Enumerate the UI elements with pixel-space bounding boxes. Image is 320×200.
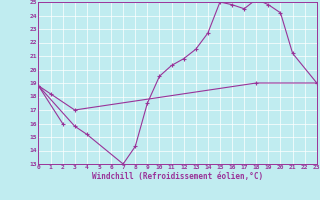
X-axis label: Windchill (Refroidissement éolien,°C): Windchill (Refroidissement éolien,°C) xyxy=(92,172,263,181)
